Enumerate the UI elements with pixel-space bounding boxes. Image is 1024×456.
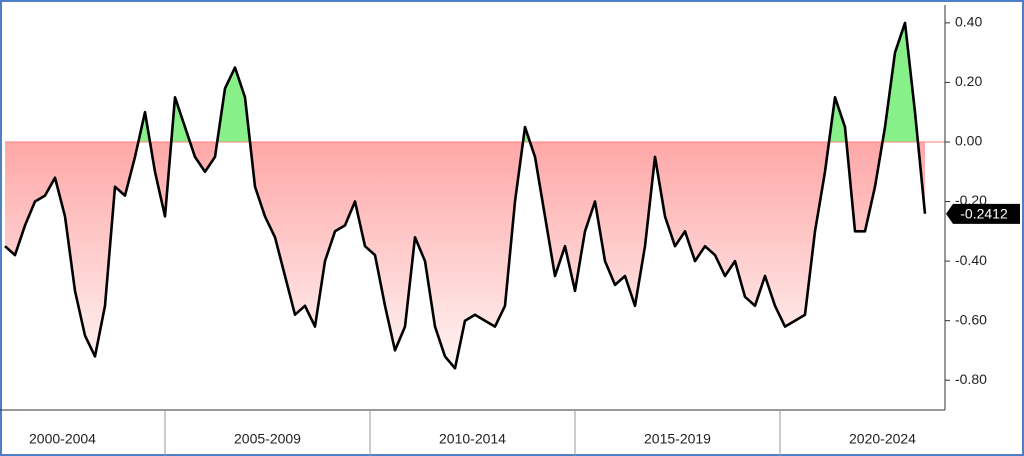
y-tick-label: -0.40 [955,252,987,268]
y-tick-label: 0.00 [955,133,982,149]
last-value-label: -0.2412 [960,206,1008,222]
positive-area [5,22,925,142]
x-tick-label: 2005-2009 [234,431,301,447]
y-tick-label: 0.20 [955,73,982,89]
y-tick-label: -0.80 [955,371,987,387]
x-tick-label: 2000-2004 [29,431,96,447]
last-value-tag [946,203,1020,224]
x-tick-label: 2020-2024 [849,431,916,447]
x-tick-label: 2015-2019 [644,431,711,447]
negative-area [5,141,925,369]
y-tick-label: -0.60 [955,311,987,327]
x-tick-label: 2010-2014 [439,431,506,447]
y-tick-label: 0.40 [955,14,982,30]
line [4,21,927,370]
